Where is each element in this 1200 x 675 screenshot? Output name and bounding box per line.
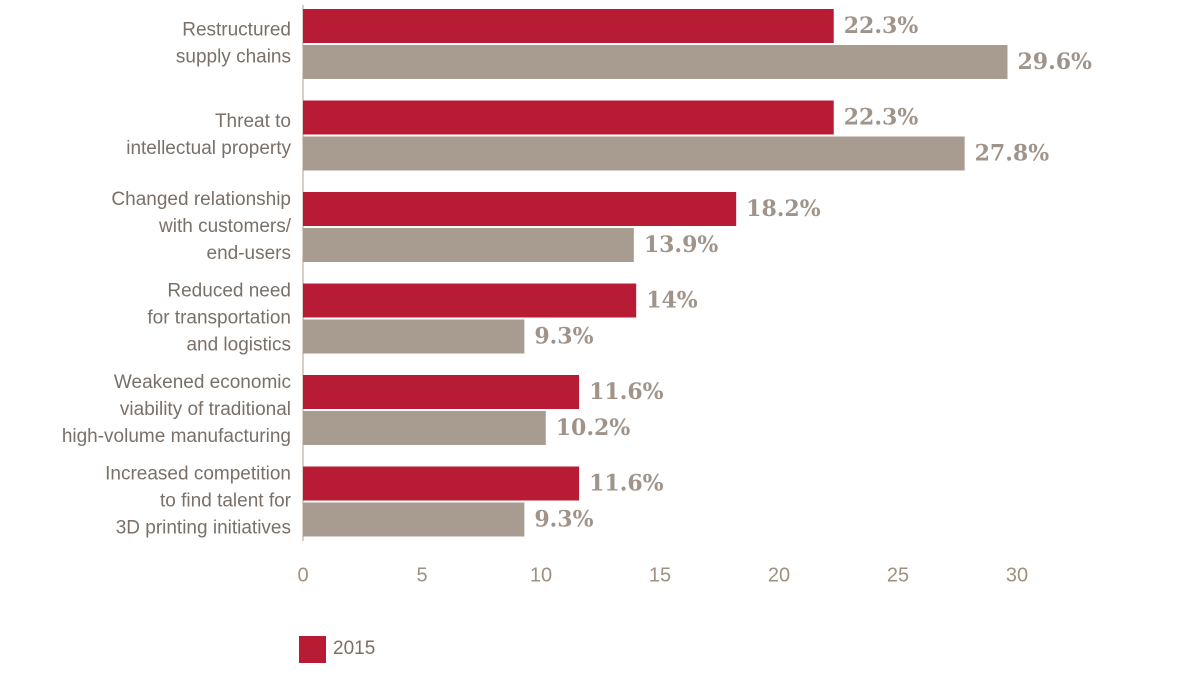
value-label: 13.9% <box>644 232 719 258</box>
value-label: 11.6% <box>589 379 664 405</box>
value-label: 14% <box>646 288 698 314</box>
x-tick-label: 20 <box>768 564 790 586</box>
legend-swatch <box>299 636 326 663</box>
x-tick-label: 5 <box>416 564 427 586</box>
bar <box>303 319 525 354</box>
bar <box>303 502 525 537</box>
x-tick-label: 30 <box>1006 564 1028 586</box>
bar <box>303 100 834 135</box>
bar <box>303 228 634 262</box>
bar <box>303 9 834 43</box>
value-label: 11.6% <box>589 471 664 497</box>
value-label: 9.3% <box>534 324 593 350</box>
x-tick-label: 0 <box>297 564 308 586</box>
category-label: Threat to intellectual property <box>126 111 291 159</box>
category-label: Changed relationship with customers/end-u… <box>111 189 291 264</box>
value-label: 22.3% <box>844 105 919 131</box>
value-label: 27.8% <box>975 141 1050 167</box>
bar <box>303 136 965 171</box>
bar <box>303 466 580 501</box>
category-label: Weakened economic viability of traditiona… <box>62 372 291 447</box>
value-label: 29.6% <box>1017 49 1092 75</box>
category-label: Reduced need for transportation and logist… <box>147 281 291 356</box>
bar <box>303 192 737 226</box>
value-label: 10.2% <box>556 415 631 441</box>
bar <box>303 45 1008 79</box>
category-label: Restructured supply chains <box>176 20 291 68</box>
x-tick-label: 10 <box>530 564 552 586</box>
value-label: 22.3% <box>844 13 919 39</box>
x-tick-label: 25 <box>887 564 909 586</box>
value-label: 9.3% <box>534 507 593 533</box>
bar <box>303 411 546 445</box>
category-label: Increased competition to find talent for 3… <box>105 464 292 539</box>
value-label: 18.2% <box>746 196 821 222</box>
legend-label: 2015 <box>333 638 375 659</box>
x-tick-label: 15 <box>649 564 671 586</box>
bar <box>303 283 637 318</box>
bar <box>303 375 580 409</box>
